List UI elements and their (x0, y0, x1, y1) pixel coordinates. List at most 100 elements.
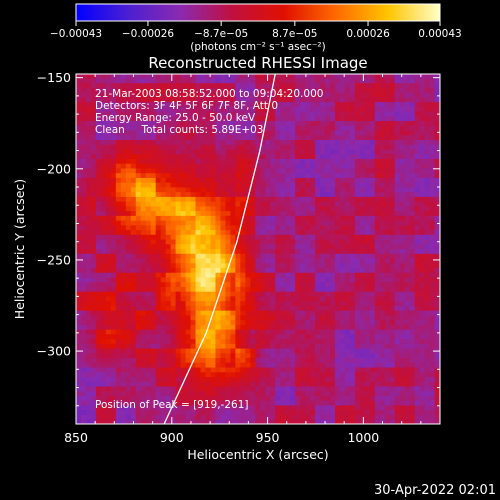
heatmap-cell (320, 74, 326, 79)
heatmap-cell (389, 215, 396, 221)
heatmap-cell (240, 343, 246, 349)
heatmap-cell (335, 74, 341, 79)
heatmap-cell (359, 286, 366, 292)
heatmap-cell (120, 82, 127, 88)
heatmap-cell (110, 367, 117, 373)
heatmap-cell (255, 196, 261, 202)
heatmap-cell (225, 324, 231, 330)
heatmap-cell (260, 329, 266, 335)
heatmap-cell (185, 120, 191, 126)
heatmap-cell (275, 201, 281, 207)
heatmap-cell (235, 338, 241, 344)
heatmap-cell (389, 414, 396, 420)
heatmap-cell (175, 74, 181, 79)
heatmap-cell (80, 224, 87, 231)
heatmap-cell (374, 376, 381, 382)
heatmap-cell (399, 319, 406, 325)
heatmap-cell (210, 362, 216, 368)
heatmap-cell (110, 248, 117, 254)
heatmap-cell (120, 371, 127, 377)
heatmap-cell (190, 144, 196, 150)
heatmap-cell (80, 248, 87, 254)
heatmap-cell (120, 144, 127, 150)
heatmap-cell (315, 168, 321, 174)
heatmap-cell (295, 253, 301, 259)
heatmap-cell (125, 182, 132, 188)
heatmap-cell (180, 362, 186, 368)
heatmap-cell (364, 220, 371, 226)
heatmap-cell (305, 419, 311, 424)
heatmap-cell (325, 333, 331, 340)
heatmap-cell (215, 229, 221, 235)
heatmap-cell (245, 153, 251, 159)
heatmap-cell (130, 338, 137, 344)
heatmap-cell (399, 168, 406, 174)
heatmap-cell (315, 220, 321, 226)
heatmap-cell (76, 400, 82, 406)
heatmap-cell (120, 419, 127, 424)
heatmap-cell (125, 390, 132, 396)
heatmap-cell (404, 286, 411, 292)
heatmap-cell (285, 111, 291, 117)
heatmap-cell (215, 348, 221, 354)
heatmap-cell (100, 414, 107, 420)
heatmap-cell (165, 310, 172, 316)
heatmap-cell (364, 329, 371, 335)
heatmap-cell (335, 367, 341, 373)
heatmap-cell (155, 111, 162, 117)
heatmap-cell (344, 168, 351, 174)
heatmap-cell (330, 153, 336, 159)
heatmap-cell (315, 343, 321, 349)
heatmap-cell (275, 215, 281, 221)
heatmap-cell (364, 386, 371, 392)
heatmap-cell (105, 371, 112, 377)
heatmap-cell (389, 134, 396, 141)
heatmap-cell (260, 243, 266, 250)
heatmap-cell (280, 286, 286, 292)
heatmap-cell (195, 87, 201, 93)
heatmap-cell (359, 177, 366, 183)
heatmap-cell (399, 82, 406, 88)
heatmap-cell (125, 367, 132, 373)
heatmap-cell (285, 205, 291, 212)
heatmap-cell (255, 414, 261, 420)
heatmap-cell (190, 409, 196, 415)
heatmap-cell (280, 139, 286, 145)
heatmap-cell (115, 82, 122, 88)
heatmap-cell (394, 187, 401, 193)
heatmap-cell (175, 239, 181, 245)
heatmap-cell (175, 134, 181, 141)
heatmap-cell (310, 390, 316, 396)
heatmap-cell (379, 78, 386, 84)
heatmap-cell (190, 111, 196, 117)
heatmap-cell (80, 182, 87, 188)
heatmap-cell (320, 130, 326, 136)
heatmap-cell (364, 229, 371, 235)
heatmap-cell (374, 187, 381, 193)
heatmap-cell (230, 400, 236, 406)
heatmap-cell (369, 182, 376, 188)
heatmap-cell (364, 163, 371, 169)
heatmap-cell (235, 168, 241, 174)
heatmap-cell (325, 329, 331, 335)
heatmap-cell (165, 196, 172, 202)
heatmap-cell (120, 168, 127, 174)
heatmap-cell (140, 381, 147, 387)
heatmap-cell (160, 395, 167, 401)
heatmap-cell (150, 390, 157, 396)
heatmap-cell (305, 296, 311, 302)
heatmap-cell (115, 248, 122, 254)
heatmap-cell (105, 191, 112, 197)
heatmap-cell (295, 291, 301, 297)
heatmap-cell (330, 386, 336, 392)
heatmap-cell (110, 229, 117, 235)
heatmap-cell (175, 343, 181, 349)
heatmap-cell (85, 371, 92, 377)
heatmap-cell (275, 125, 281, 131)
heatmap-cell (150, 281, 157, 287)
heatmap-cell (210, 74, 216, 79)
heatmap-cell (344, 125, 351, 131)
heatmap-cell (364, 338, 371, 344)
heatmap-cell (120, 96, 127, 103)
heatmap-cell (290, 172, 296, 178)
